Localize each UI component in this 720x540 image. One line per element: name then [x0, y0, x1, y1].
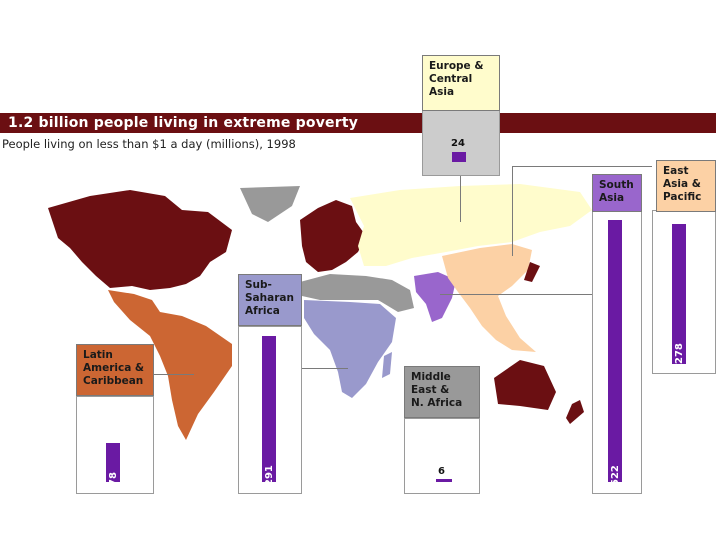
- chart-subtitle: People living on less than $1 a day (mil…: [2, 137, 296, 151]
- bar-europe-central-asia: [452, 152, 466, 162]
- leader-line-east-asia-h: [512, 166, 652, 167]
- title-bar: [0, 113, 716, 133]
- value-label-sub-saharan-africa: 291: [264, 465, 275, 486]
- north-america-shape: [48, 190, 232, 290]
- east-asia-pacific-shape: [442, 244, 536, 352]
- region-label-east-asia-pacific: East Asia & Pacific: [656, 160, 716, 212]
- region-label-sub-saharan-africa: Sub-Saharan Africa: [238, 274, 302, 326]
- region-box-middle-east: [404, 418, 480, 494]
- europe-central-asia-shape: [350, 184, 592, 266]
- value-label-middle-east: 6: [438, 466, 445, 477]
- value-label-latin-america: 78: [108, 472, 119, 486]
- leader-line-ssa: [302, 368, 348, 369]
- bar-middle-east: [436, 479, 452, 482]
- region-label-middle-east: Middle East & N. Africa: [404, 366, 480, 418]
- bar-sub-saharan-africa: [262, 335, 276, 482]
- leader-line-east-asia: [512, 166, 513, 256]
- value-label-east-asia-pacific: 278: [674, 343, 685, 364]
- bar-south-asia: [608, 220, 622, 482]
- middle-east-n-africa-shape: [300, 274, 414, 312]
- region-label-latin-america: Latin America & Caribbean: [76, 344, 154, 396]
- japan-shape: [524, 262, 540, 282]
- madagascar-shape: [382, 352, 392, 378]
- leader-line-south-asia: [440, 294, 592, 295]
- chart-title: 1.2 billion people living in extreme pov…: [8, 115, 359, 131]
- greenland-shape: [240, 186, 300, 222]
- leader-line-europe: [460, 176, 461, 222]
- europe-shape: [300, 200, 366, 272]
- bar-latin-america: [106, 442, 120, 482]
- sub-saharan-africa-shape: [304, 300, 396, 398]
- new-zealand-shape: [566, 400, 584, 424]
- leader-line-latin: [154, 374, 194, 375]
- region-label-europe-central-asia: Europe & Central Asia: [422, 55, 500, 111]
- latin-america-shape: [108, 290, 232, 440]
- value-label-south-asia: 522: [610, 465, 621, 486]
- south-asia-shape: [414, 272, 456, 322]
- australia-shape: [494, 360, 556, 410]
- bar-east-asia-pacific: [672, 224, 686, 364]
- region-label-south-asia: South Asia: [592, 174, 642, 212]
- value-label-europe-central-asia: 24: [451, 138, 465, 149]
